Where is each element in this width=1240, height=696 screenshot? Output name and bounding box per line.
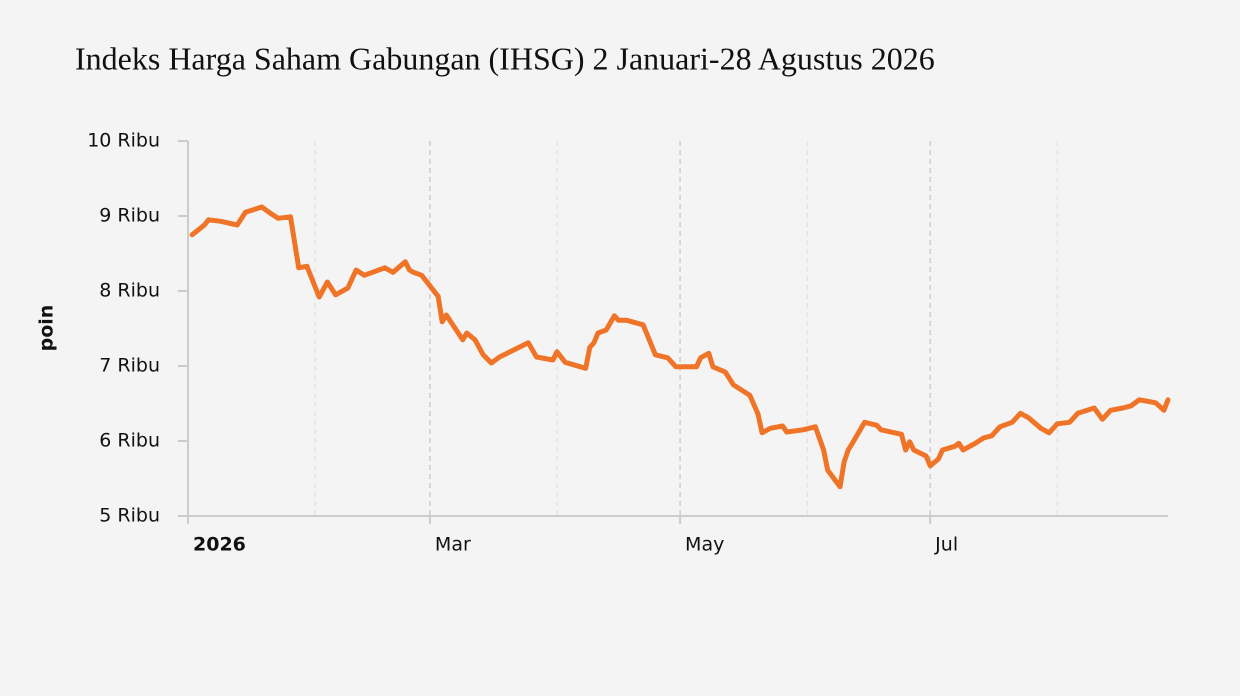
y-tick-label: 10 Ribu: [87, 130, 160, 152]
y-tick-label: 8 Ribu: [99, 280, 160, 302]
chart-title: Indeks Harga Saham Gabungan (IHSG) 2 Jan…: [75, 40, 935, 76]
y-tick-label: 6 Ribu: [99, 430, 160, 452]
y-tick-label: 9 Ribu: [99, 205, 160, 227]
x-tick-label: May: [685, 534, 724, 556]
y-tick-label: 5 Ribu: [99, 505, 160, 527]
line-series: [189, 204, 1171, 490]
x-tick-label: Mar: [435, 534, 471, 556]
x-tick-label: Jul: [934, 534, 958, 556]
y-axis-label: poin: [36, 305, 58, 352]
x-tick-label: 2026: [193, 534, 246, 556]
y-tick-label: 7 Ribu: [99, 355, 160, 377]
